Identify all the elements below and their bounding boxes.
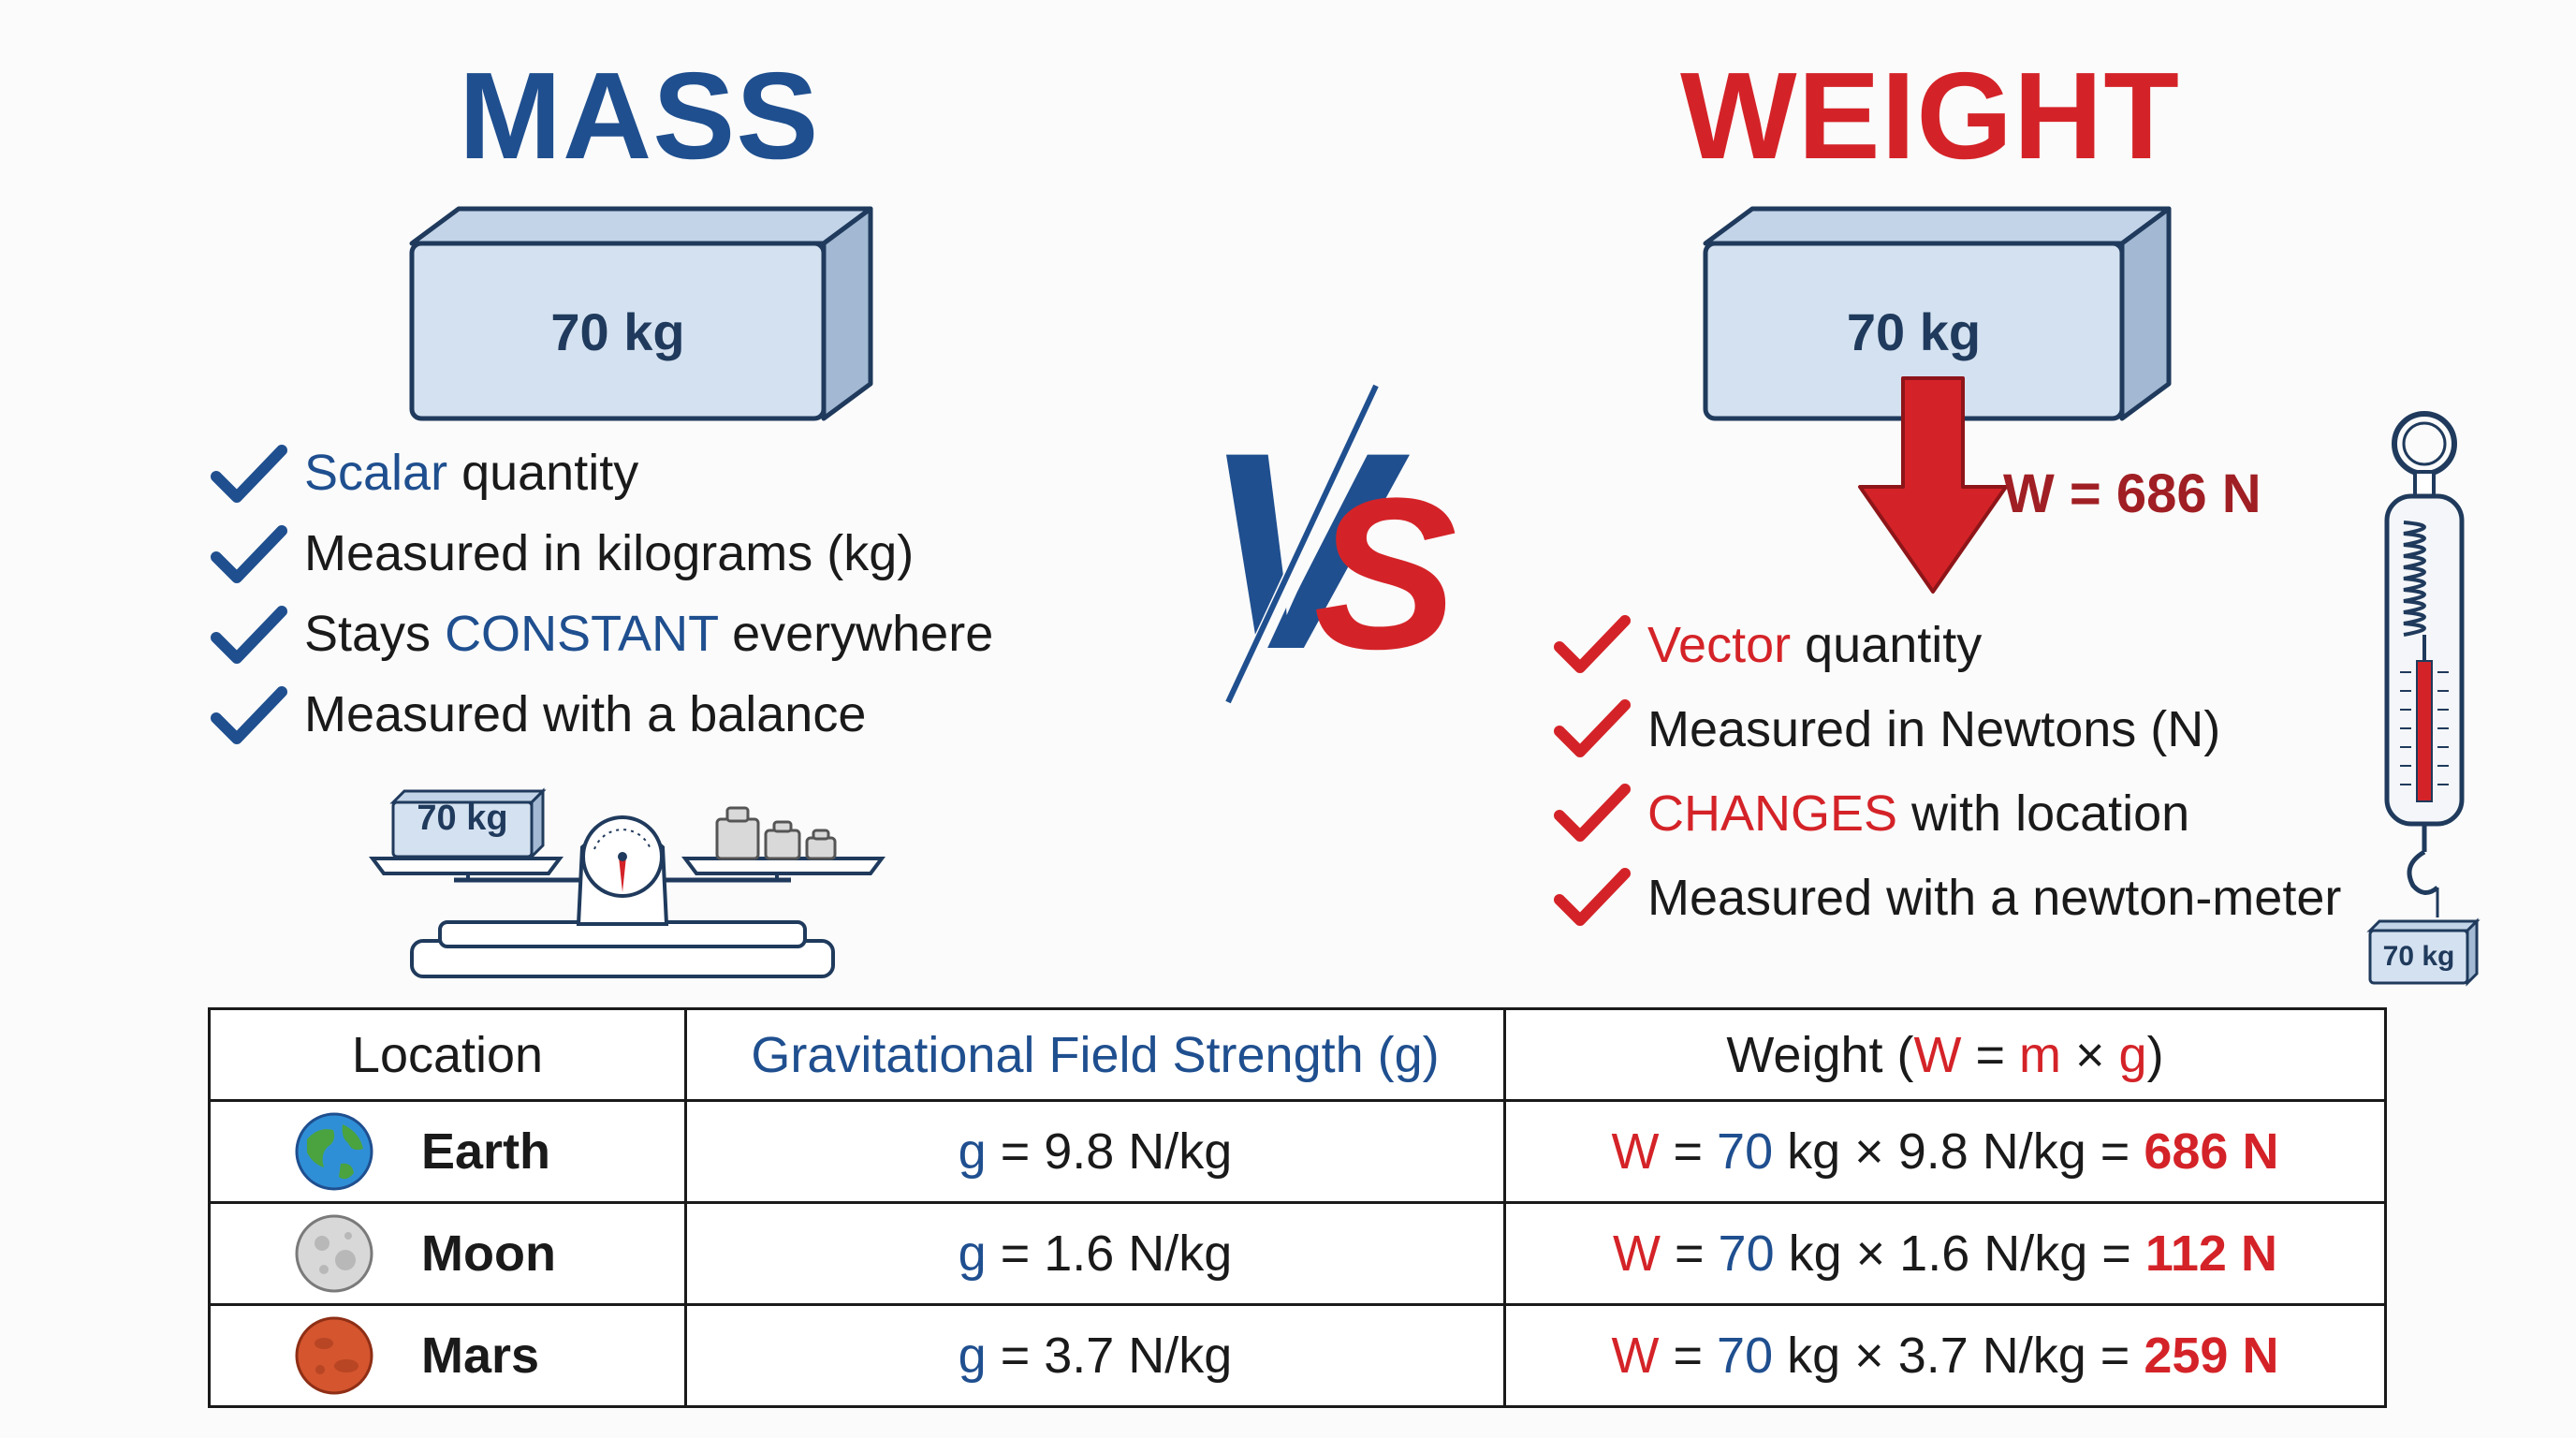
- checkmark-icon: [1554, 699, 1631, 757]
- weight-force-label: W = 686 N: [2003, 463, 2261, 524]
- checkmark-icon: [1554, 868, 1631, 926]
- g-cell: g = 1.6 N/kg: [684, 1201, 1506, 1306]
- header-weight: Weight (W = m × g): [1503, 1007, 2387, 1102]
- g-cell: g = 9.8 N/kg: [684, 1099, 1506, 1204]
- weight-property: Measured with a newton-meter: [1554, 856, 2341, 940]
- checkmark-icon: [211, 525, 287, 583]
- checkmark-icon: [211, 445, 287, 503]
- balance-box-label: 70 kg: [417, 799, 508, 838]
- newton-meter-box-label: 70 kg: [2382, 941, 2455, 972]
- weight-property: Measured in Newtons (N): [1554, 687, 2341, 771]
- vs-logo: V S: [1203, 380, 1457, 711]
- weight-title: WEIGHT: [1680, 47, 2180, 184]
- newton-meter-icon: [2366, 411, 2481, 987]
- header-location: Location: [208, 1007, 687, 1102]
- location-cell: Moon: [208, 1201, 687, 1306]
- g-cell: g = 3.7 N/kg: [684, 1303, 1506, 1408]
- table-row: Earth g = 9.8 N/kg W = 70 kg × 9.8 N/kg …: [208, 1099, 2387, 1204]
- weight-property: CHANGES with location: [1554, 771, 2341, 856]
- mass-property: Measured with a balance: [211, 674, 993, 755]
- checkmark-icon: [211, 686, 287, 744]
- location-name: Mars: [421, 1328, 540, 1384]
- checkmark-icon: [1554, 784, 1631, 842]
- weight-property: Vector quantity: [1554, 603, 2341, 687]
- mass-block: [409, 206, 873, 421]
- mass-title: MASS: [459, 47, 820, 184]
- weight-cell: W = 70 kg × 3.7 N/kg = 259 N: [1503, 1303, 2387, 1408]
- location-name: Earth: [421, 1123, 551, 1180]
- location-cell: Earth: [208, 1099, 687, 1204]
- mars-icon: [295, 1316, 373, 1395]
- comparison-table: Location Gravitational Field Strength (g…: [208, 1007, 2387, 1408]
- table-header-row: Location Gravitational Field Strength (g…: [208, 1007, 2387, 1102]
- mass-block-label: 70 kg: [550, 302, 685, 361]
- table-row: Mars g = 3.7 N/kg W = 70 kg × 3.7 N/kg =…: [208, 1303, 2387, 1408]
- location-cell: Mars: [208, 1303, 687, 1408]
- mass-property: Stays CONSTANT everywhere: [211, 594, 993, 674]
- header-g: Gravitational Field Strength (g): [684, 1007, 1506, 1102]
- weight-force-arrow: [1858, 376, 2008, 594]
- checkmark-icon: [211, 606, 287, 664]
- earth-icon: [295, 1112, 373, 1191]
- table-row: Moon g = 1.6 N/kg W = 70 kg × 1.6 N/kg =…: [208, 1201, 2387, 1306]
- weight-cell: W = 70 kg × 1.6 N/kg = 112 N: [1503, 1201, 2387, 1306]
- mass-properties: Scalar quantity Measured in kilograms (k…: [211, 433, 993, 755]
- weight-block: [1703, 206, 2172, 421]
- moon-icon: [295, 1214, 373, 1293]
- weight-block-label: 70 kg: [1846, 302, 1982, 361]
- checkmark-icon: [1554, 615, 1631, 673]
- mass-property: Measured in kilograms (kg): [211, 513, 993, 594]
- weight-properties: Vector quantity Measured in Newtons (N) …: [1554, 603, 2341, 940]
- balance-scale-icon: [369, 787, 886, 978]
- location-name: Moon: [421, 1225, 556, 1282]
- weight-cell: W = 70 kg × 9.8 N/kg = 686 N: [1503, 1099, 2387, 1204]
- mass-property: Scalar quantity: [211, 433, 993, 513]
